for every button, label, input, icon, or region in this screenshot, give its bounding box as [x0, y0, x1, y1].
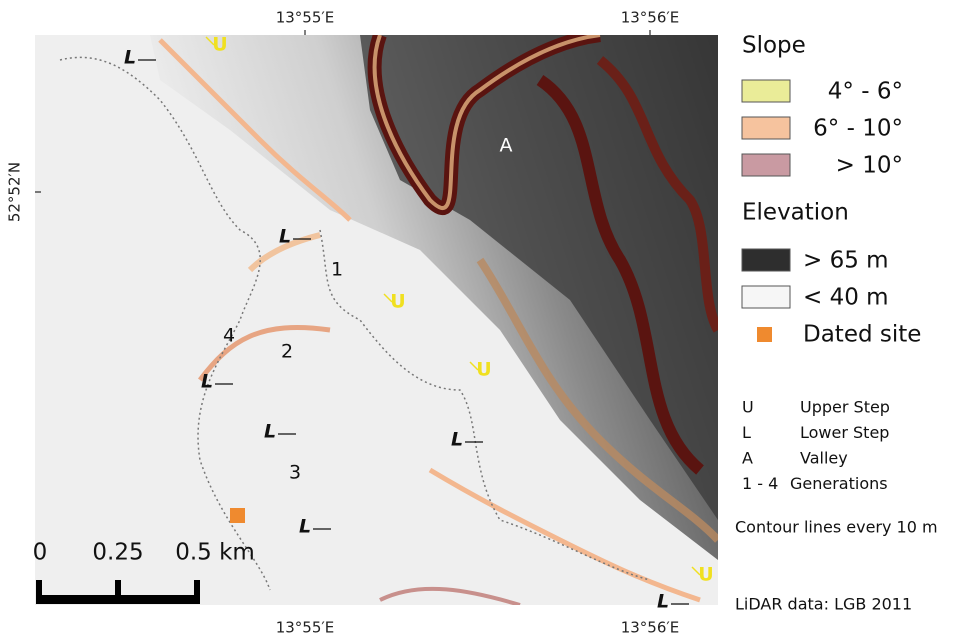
lower-step-label: L	[124, 47, 136, 69]
key-symbol: U	[742, 398, 754, 417]
coordinate-label: 13°56′E	[621, 9, 680, 27]
upper-step-label: U	[476, 359, 491, 381]
key-symbol: A	[742, 449, 753, 468]
upper-step-label: U	[698, 564, 713, 586]
upper-step-label: U	[390, 291, 405, 313]
generation-label: 2	[281, 341, 293, 363]
scale-tick	[36, 580, 42, 604]
coordinate-label: 13°55′E	[276, 9, 335, 27]
legend-title: Elevation	[742, 200, 849, 226]
legend-swatch	[742, 249, 790, 271]
key-symbol: L	[742, 423, 751, 442]
legend-label: > 10°	[836, 153, 903, 179]
legend-swatch	[742, 286, 790, 308]
lower-step-label: L	[264, 421, 276, 443]
scale-label: 0.5 km	[175, 540, 255, 566]
lower-step-label: L	[657, 591, 669, 613]
coordinate-label: 13°56′E	[621, 619, 680, 637]
scale-tick	[194, 580, 200, 604]
legend: Slope 4° - 6° 6° - 10° > 10° Elevation > 65 m…	[735, 33, 938, 614]
lower-step-label: L	[201, 371, 213, 393]
note: Contour lines every 10 m	[735, 518, 938, 537]
legend-label: 4° - 6°	[828, 79, 903, 105]
legend-label: 6° - 10°	[813, 116, 903, 142]
key-meaning: Lower Step	[800, 423, 889, 442]
generation-label: 1	[331, 259, 343, 281]
lower-step-label: L	[299, 516, 311, 538]
key-meaning: Upper Step	[800, 398, 890, 417]
legend-swatch	[757, 327, 772, 342]
scale-tick	[115, 580, 121, 604]
generation-label: 3	[289, 462, 301, 484]
key-meaning: Generations	[790, 474, 888, 493]
map-area	[35, 35, 718, 605]
legend-label: < 40 m	[803, 285, 889, 311]
coordinate-label: 52°52′N	[6, 162, 24, 222]
legend-swatch	[742, 154, 790, 176]
scale-label: 0.25	[92, 540, 143, 566]
legend-swatch	[742, 117, 790, 139]
legend-title: Slope	[742, 33, 806, 59]
dated-site-marker	[230, 508, 245, 523]
lower-step-label: L	[279, 226, 291, 248]
legend-label: > 65 m	[803, 248, 889, 274]
upper-step-label: U	[212, 34, 227, 56]
scale-label: 0	[33, 540, 48, 566]
coordinate-label: 13°55′E	[276, 619, 335, 637]
legend-label: Dated site	[803, 322, 921, 348]
legend-swatch	[742, 80, 790, 102]
key-symbol: 1 - 4	[742, 474, 778, 493]
key-meaning: Valley	[800, 449, 848, 468]
map-figure: A1234UUUULLLLLLL 0 0.25 0.5 km 13°55′E 1…	[0, 0, 972, 640]
note: LiDAR data: LGB 2011	[735, 595, 912, 614]
valley-label: A	[500, 135, 513, 157]
generation-label: 4	[223, 325, 235, 347]
lower-step-label: L	[451, 429, 463, 451]
